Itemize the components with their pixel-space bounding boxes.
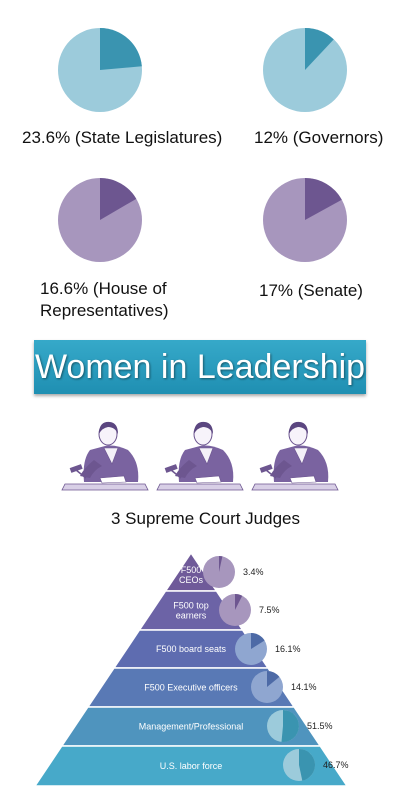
pie-governors-women-slice — [305, 28, 334, 70]
pyramid-pie-women-slice — [251, 633, 265, 649]
pie-governors — [263, 28, 347, 112]
pie-label-senate: 17% (Senate) — [259, 281, 363, 300]
pyramid-tier-label: F500 board seats — [156, 644, 227, 654]
pie-senate-women-slice — [305, 178, 342, 220]
pyramid-pct-label: 51.5% — [307, 721, 333, 731]
pyramid-pct-label: 16.1% — [275, 644, 301, 654]
pyramid-tier — [33, 745, 349, 787]
pie-label-governors: 12% (Governors) — [254, 128, 384, 147]
pyramid-tier-label: U.S. labor force — [160, 761, 223, 771]
judge-figure — [251, 421, 339, 491]
judge-figure — [156, 421, 244, 491]
pie-label-house: 16.6% (House of Representatives) — [40, 279, 169, 320]
pie-state-legislatures — [58, 28, 142, 112]
pyramid-pct-label: 7.5% — [259, 605, 280, 615]
pyramid-pct-label: 3.4% — [243, 567, 264, 577]
judge-figure — [61, 421, 149, 491]
pie-house-women-slice — [100, 178, 137, 220]
pyramid-tier-label: F500 Executive officers — [144, 683, 238, 693]
pyramid-pct-label: 14.1% — [291, 682, 317, 692]
banner-title: Women in Leadership — [34, 340, 366, 394]
pyramid-tier-label: F500 top — [173, 601, 209, 611]
pie-senate — [263, 178, 347, 262]
pyramid-pie-women-slice — [281, 710, 299, 742]
pyramid-pie-women-slice — [267, 671, 280, 687]
pyramid-pie-women-slice — [219, 556, 223, 572]
judges-illustration — [61, 421, 339, 491]
pie-label-state-legislatures: 23.6% (State Legislatures) — [22, 128, 223, 147]
pyramid-tier-label: CEOs — [179, 575, 204, 585]
pyramid-pie-women-slice — [299, 749, 316, 781]
pyramid-tier-label: Management/Professional — [139, 722, 244, 732]
pyramid-tier-label: earners — [176, 611, 207, 621]
pyramid-tier-label: F500 — [181, 565, 202, 575]
pyramid-pie-women-slice — [235, 594, 243, 610]
pie-house — [58, 178, 142, 262]
judges-caption: 3 Supreme Court Judges — [111, 509, 300, 528]
pie-state-legislatures-women-slice — [100, 28, 142, 70]
pyramid-pct-label: 46.7% — [323, 760, 349, 770]
